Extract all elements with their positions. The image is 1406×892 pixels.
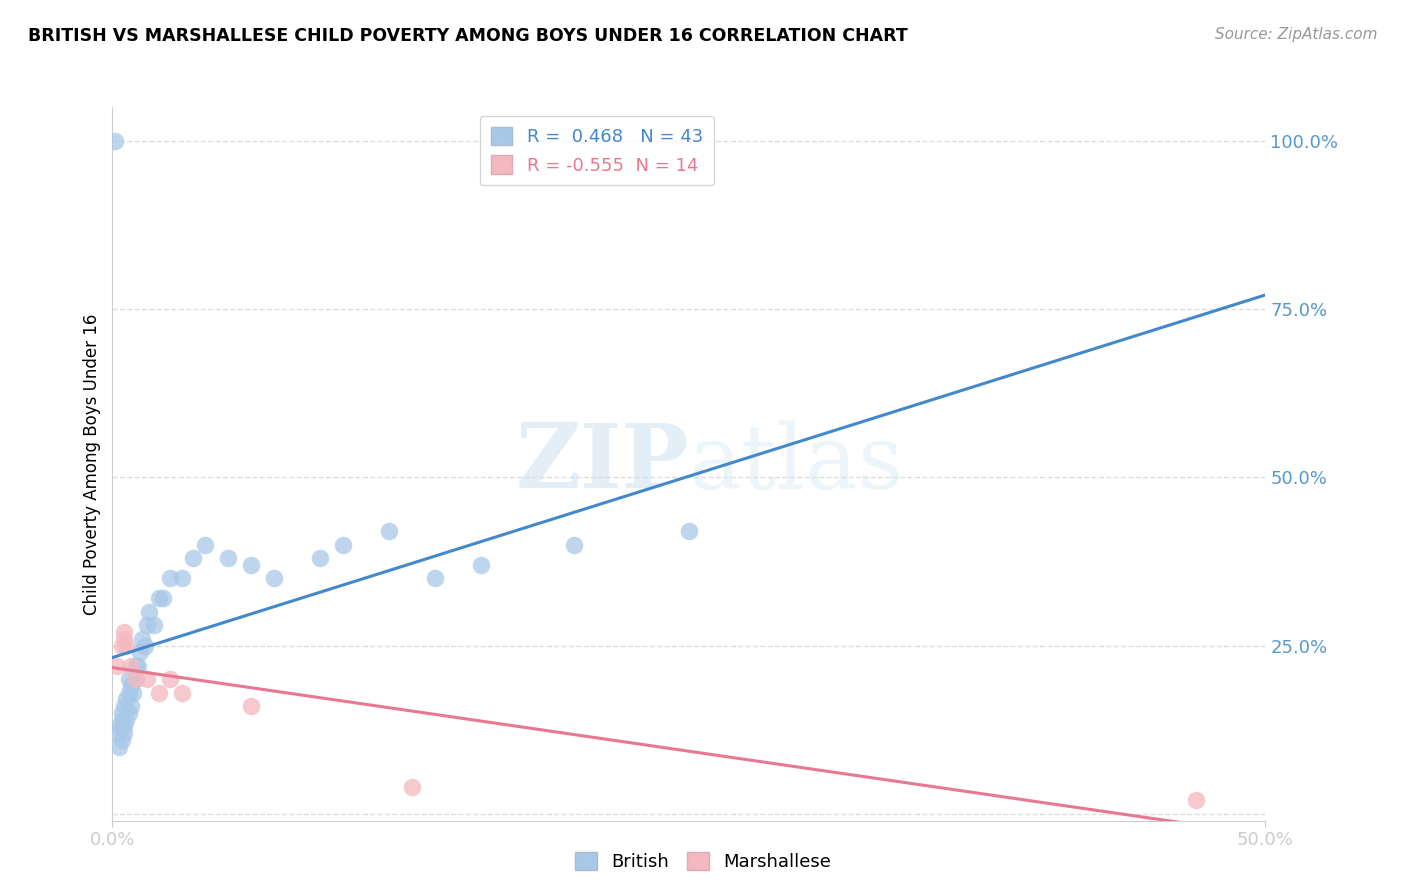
Point xyxy=(378,524,401,538)
Point xyxy=(117,673,139,687)
Point xyxy=(263,571,285,585)
Point xyxy=(143,618,166,632)
Point xyxy=(120,658,142,673)
Point xyxy=(111,732,134,747)
Point xyxy=(1185,793,1208,807)
Y-axis label: Child Poverty Among Boys Under 16: Child Poverty Among Boys Under 16 xyxy=(83,313,101,615)
Text: BRITISH VS MARSHALLESE CHILD POVERTY AMONG BOYS UNDER 16 CORRELATION CHART: BRITISH VS MARSHALLESE CHILD POVERTY AMO… xyxy=(28,27,908,45)
Point xyxy=(115,713,138,727)
Legend: R =  0.468   N = 43, R = -0.555  N = 14: R = 0.468 N = 43, R = -0.555 N = 14 xyxy=(479,116,714,186)
Point xyxy=(112,632,135,646)
Point xyxy=(112,699,135,714)
Text: atlas: atlas xyxy=(689,420,904,508)
Point xyxy=(111,713,134,727)
Point xyxy=(127,658,149,673)
Point xyxy=(124,658,146,673)
Point xyxy=(332,538,354,552)
Point xyxy=(117,706,139,720)
Point xyxy=(239,558,262,572)
Point xyxy=(562,538,585,552)
Point xyxy=(148,686,170,700)
Point xyxy=(124,673,146,687)
Legend: British, Marshallese: British, Marshallese xyxy=(568,845,838,879)
Point xyxy=(111,706,134,720)
Point xyxy=(239,699,262,714)
Point xyxy=(111,639,134,653)
Point xyxy=(159,571,181,585)
Point xyxy=(112,625,135,640)
Point xyxy=(115,692,138,706)
Point xyxy=(401,780,423,794)
Point xyxy=(112,726,135,740)
Point xyxy=(105,658,128,673)
Point xyxy=(120,679,142,693)
Point xyxy=(104,134,127,148)
Text: ZIP: ZIP xyxy=(516,420,689,508)
Point xyxy=(678,524,700,538)
Point xyxy=(112,719,135,733)
Point xyxy=(108,719,131,733)
Point xyxy=(470,558,492,572)
Point xyxy=(136,618,159,632)
Point xyxy=(181,551,204,566)
Point xyxy=(117,686,139,700)
Point xyxy=(120,699,142,714)
Point xyxy=(194,538,217,552)
Point xyxy=(152,591,174,606)
Point xyxy=(136,673,159,687)
Point xyxy=(131,632,153,646)
Point xyxy=(134,639,156,653)
Point xyxy=(217,551,239,566)
Point xyxy=(170,571,193,585)
Point xyxy=(309,551,332,566)
Point xyxy=(124,673,146,687)
Point xyxy=(425,571,447,585)
Point xyxy=(159,673,181,687)
Point xyxy=(115,639,138,653)
Point xyxy=(122,686,145,700)
Point xyxy=(108,739,131,754)
Point xyxy=(170,686,193,700)
Text: Source: ZipAtlas.com: Source: ZipAtlas.com xyxy=(1215,27,1378,42)
Point xyxy=(148,591,170,606)
Point xyxy=(105,726,128,740)
Point xyxy=(138,605,160,619)
Point xyxy=(129,645,152,659)
